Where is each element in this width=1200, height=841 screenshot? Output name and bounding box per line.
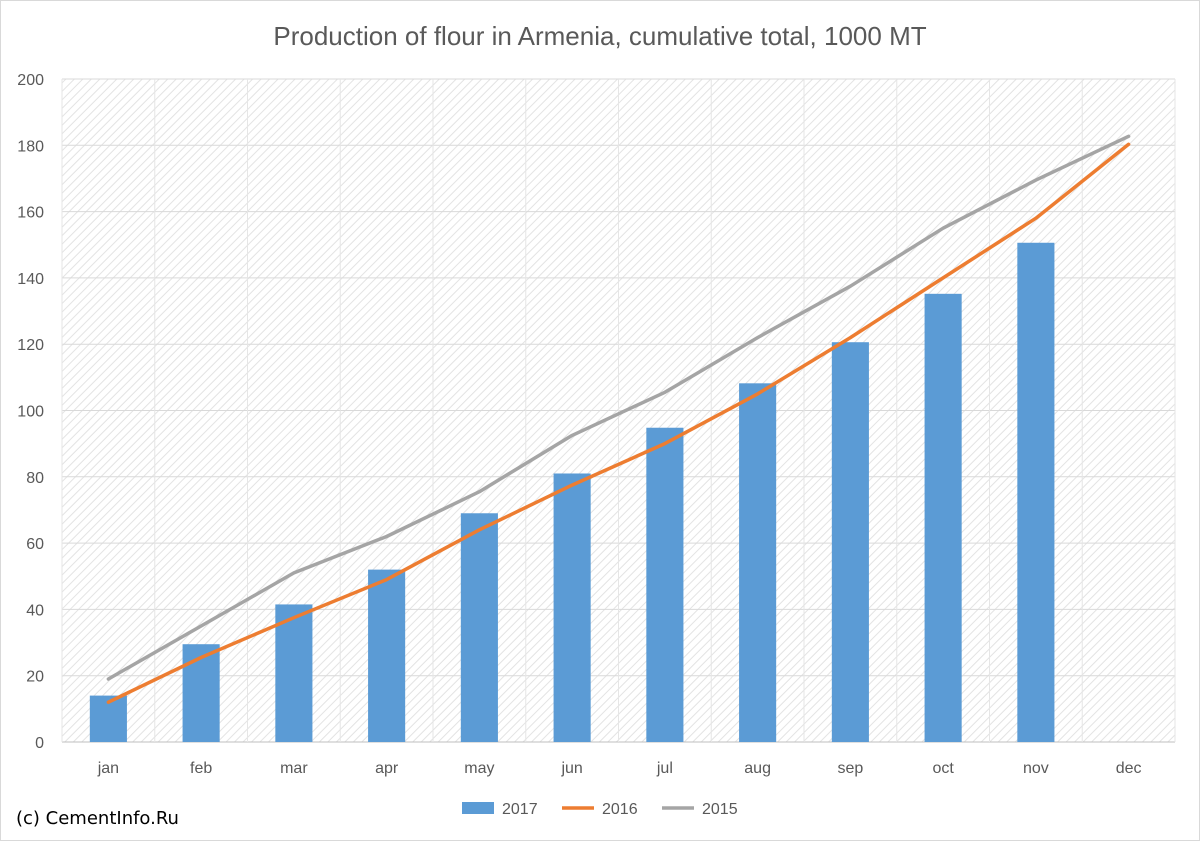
bar-2017-jul	[646, 427, 684, 742]
y-tick-label: 140	[17, 271, 44, 288]
y-tick-label: 180	[17, 138, 44, 155]
bar-2017-jun	[553, 473, 591, 742]
x-tick-label: dec	[1116, 760, 1142, 777]
line-series-2015	[106, 134, 1131, 681]
legend-label-2017: 2017	[502, 801, 538, 818]
y-tick-label: 80	[26, 470, 44, 487]
line-series-2016	[106, 142, 1131, 704]
bar-2017-nov	[1017, 242, 1055, 743]
chart-title: Production of flour in Armenia, cumulati…	[273, 21, 926, 51]
y-tick-label: 40	[26, 602, 44, 619]
bar-2017-oct	[924, 293, 962, 742]
y-tick-label: 120	[17, 337, 44, 354]
x-tick-label: jan	[97, 760, 119, 777]
y-tick-label: 160	[17, 205, 44, 222]
bar-2017-sep	[831, 342, 869, 742]
credit-label: (c) CementInfo.Ru	[16, 808, 179, 829]
x-tick-label: aug	[744, 760, 771, 777]
x-tick-label: sep	[837, 760, 863, 777]
x-tick-label: feb	[190, 760, 212, 777]
x-tick-label: jun	[560, 760, 582, 777]
bar-2017-may	[460, 513, 498, 742]
x-tick-label: oct	[932, 760, 954, 777]
bar-2017-feb	[182, 644, 220, 742]
bar-2017-mar	[275, 604, 313, 742]
bar-2017-apr	[368, 569, 406, 742]
y-tick-label: 0	[35, 735, 44, 752]
legend-label-2015: 2015	[702, 801, 738, 818]
x-tick-label: apr	[375, 760, 399, 777]
legend-swatch-2017	[462, 802, 494, 814]
x-tick-label: jul	[656, 760, 673, 777]
x-tick-label: may	[464, 760, 494, 777]
x-tick-label: nov	[1023, 760, 1049, 777]
bar-2017-aug	[739, 383, 777, 742]
y-tick-label: 100	[17, 404, 44, 421]
y-tick-label: 200	[17, 72, 44, 89]
legend-label-2016: 2016	[602, 801, 638, 818]
y-tick-label: 20	[26, 669, 44, 686]
y-tick-label: 60	[26, 536, 44, 553]
x-tick-label: mar	[280, 760, 308, 777]
